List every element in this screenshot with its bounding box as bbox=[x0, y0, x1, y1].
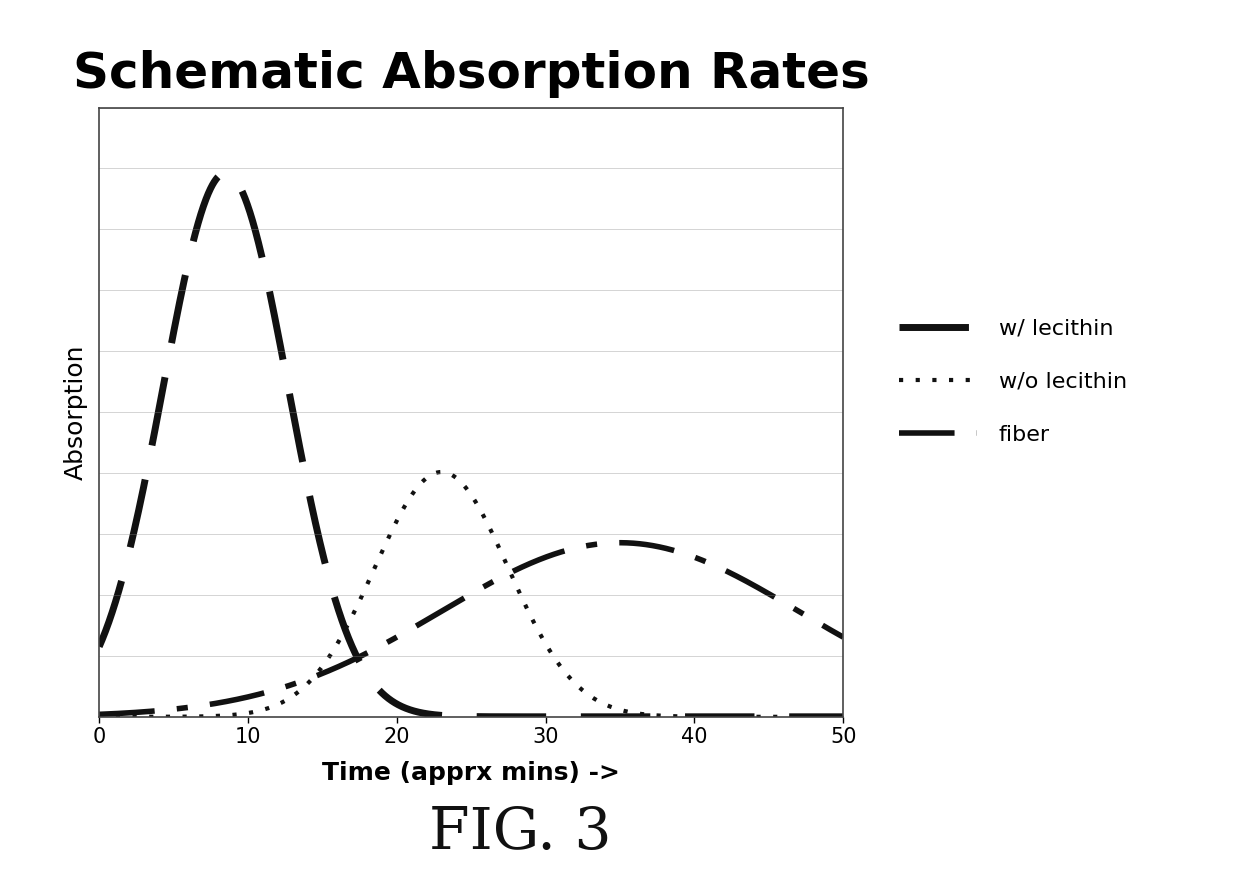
Legend: w/ lecithin, w/o lecithin, fiber: w/ lecithin, w/o lecithin, fiber bbox=[877, 297, 1149, 467]
Y-axis label: Absorption: Absorption bbox=[64, 344, 88, 480]
Text: FIG. 3: FIG. 3 bbox=[429, 806, 613, 861]
Title: Schematic Absorption Rates: Schematic Absorption Rates bbox=[73, 50, 869, 98]
X-axis label: Time (apprx mins) ->: Time (apprx mins) -> bbox=[322, 761, 620, 785]
